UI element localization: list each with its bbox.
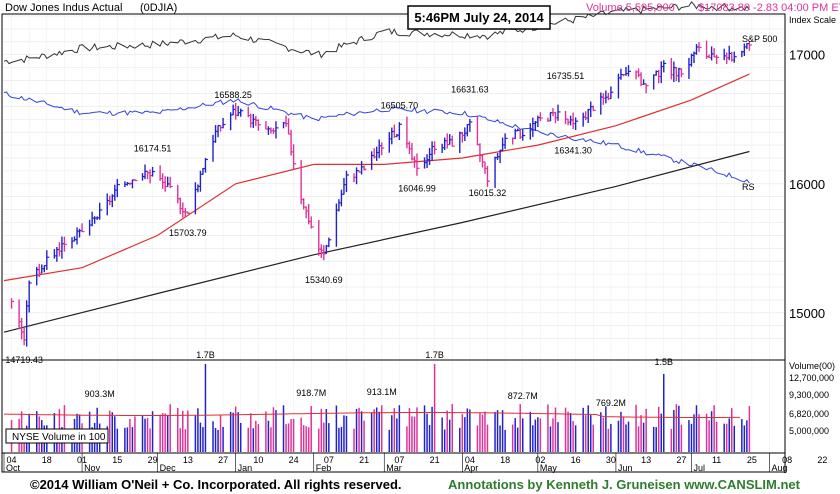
date-tick-label: 16 [571, 455, 581, 465]
date-tick-label: 07 [324, 455, 334, 465]
axis-labels: 15000 16000 17000 12,700,000 9,300,000 6,820,… [3, 48, 834, 473]
timestamp-box [407, 5, 551, 30]
date-tick-label: 04 [7, 455, 17, 465]
date-tick-label: 04 [465, 455, 475, 465]
date-tick-label: 18 [42, 455, 52, 465]
date-tick-label: 25 [747, 455, 757, 465]
rs-line [3, 91, 750, 184]
moving-average-lines [3, 1, 750, 333]
timestamp: 5:46PM July 24, 2014 [414, 10, 544, 25]
date-tick-label: 02 [535, 455, 545, 465]
month-label: May [540, 463, 558, 473]
price-tick-label: 16000 [789, 177, 825, 192]
price-annotation: 16735.51 [547, 71, 585, 81]
quote-readout: $17083.80 -2.83 04:00 PM ET [698, 2, 840, 14]
price-annotation: 16174.51 [134, 143, 172, 153]
annotations-credit: Annotations by Kenneth J. Gruneisen www.… [448, 477, 801, 492]
volume-annotation: 1.7B [196, 350, 215, 360]
date-tick-label: 21 [359, 455, 369, 465]
volume-annotation: 903.3M [85, 389, 115, 399]
volume-axis-label: Volume(00) [789, 361, 835, 371]
ma50-line [3, 73, 750, 282]
price-annotation: 16588.25 [214, 90, 252, 100]
date-tick-label: 10 [253, 455, 263, 465]
volume-tick-label: 9,300,000 [789, 390, 829, 400]
chart-symbol: (0DJIA) [140, 2, 177, 14]
price-bars [10, 40, 752, 347]
date-tick-label: 15 [112, 455, 122, 465]
volume-panel-frame [1, 359, 786, 454]
nyse-volume-legend-box [5, 428, 109, 444]
date-tick-label: 08 [782, 455, 792, 465]
sp500-label: S&P 500 [742, 34, 777, 44]
month-label: Jun [618, 463, 633, 473]
chart-title: Dow Jones Indus Actual [5, 2, 122, 14]
volume-annotation: 769.2M [596, 398, 626, 408]
volume-annotation: 913.1M [367, 387, 397, 397]
month-label: Aug [772, 463, 788, 473]
volume-tick-label: 6,820,000 [789, 409, 829, 419]
sp500-line [3, 1, 750, 65]
price-tick-label: 17000 [789, 48, 825, 63]
date-tick-label: 22 [817, 455, 827, 465]
ma200-line [3, 150, 750, 333]
volume-annotation: 918.7M [296, 388, 326, 398]
date-tick-label: 30 [606, 455, 616, 465]
date-tick-label: 24 [289, 455, 299, 465]
copyright-text: ©2014 William O'Neil + Co. Incorporated.… [30, 477, 402, 492]
price-annotation: 15340.69 [305, 275, 343, 285]
price-annotation: 16631.63 [451, 84, 489, 94]
volume-ma-line [3, 412, 740, 418]
price-annotation: 16015.32 [469, 188, 507, 198]
price-annotation: 16046.99 [398, 184, 436, 194]
date-tick-label: 13 [183, 455, 193, 465]
volume-readout: Volume 5,595,900 [586, 2, 675, 14]
price-annotation: 16505.70 [381, 101, 419, 111]
nyse-volume-legend: NYSE Volume in 100 [12, 432, 106, 443]
date-tick-label: 27 [676, 455, 686, 465]
date-tick-label: 27 [218, 455, 228, 465]
month-label: Nov [84, 463, 101, 473]
volume-annotation: 1.5B [655, 357, 674, 367]
price-panel-frame [1, 13, 786, 361]
volume-annotation: 872.7M [508, 391, 538, 401]
price-tick-label: 15000 [789, 306, 825, 321]
volume-tick-label: 12,700,000 [789, 373, 834, 383]
month-label: Jan [238, 463, 253, 473]
month-label: Mar [386, 463, 402, 473]
month-label: Apr [464, 463, 478, 473]
month-label: Dec [160, 463, 177, 473]
price-annotation: 14719.43 [5, 355, 43, 365]
volume-bars [3, 364, 751, 452]
rs-label: RS [742, 182, 755, 192]
date-tick-label: 13 [641, 455, 651, 465]
price-annotations: 14719.43 16174.51 15703.79 16588.25 15340.69… [5, 71, 673, 408]
date-tick-label: 18 [500, 455, 510, 465]
date-tick-label: 21 [430, 455, 440, 465]
date-tick-label: 11 [712, 455, 721, 465]
price-annotation: 16341.30 [554, 146, 592, 156]
month-label: Jul [693, 463, 705, 473]
price-annotation: 15703.79 [169, 228, 207, 238]
month-label: Feb [316, 463, 332, 473]
date-axis-frame [1, 452, 786, 473]
index-scale-label: Index Scale [789, 15, 836, 25]
date-tick-label: 07 [394, 455, 404, 465]
volume-annotation: 1.7B [425, 350, 444, 360]
date-tick-label: 29 [148, 455, 158, 465]
volume-tick-label: 5,000,000 [789, 426, 829, 436]
month-label: Oct [6, 463, 21, 473]
